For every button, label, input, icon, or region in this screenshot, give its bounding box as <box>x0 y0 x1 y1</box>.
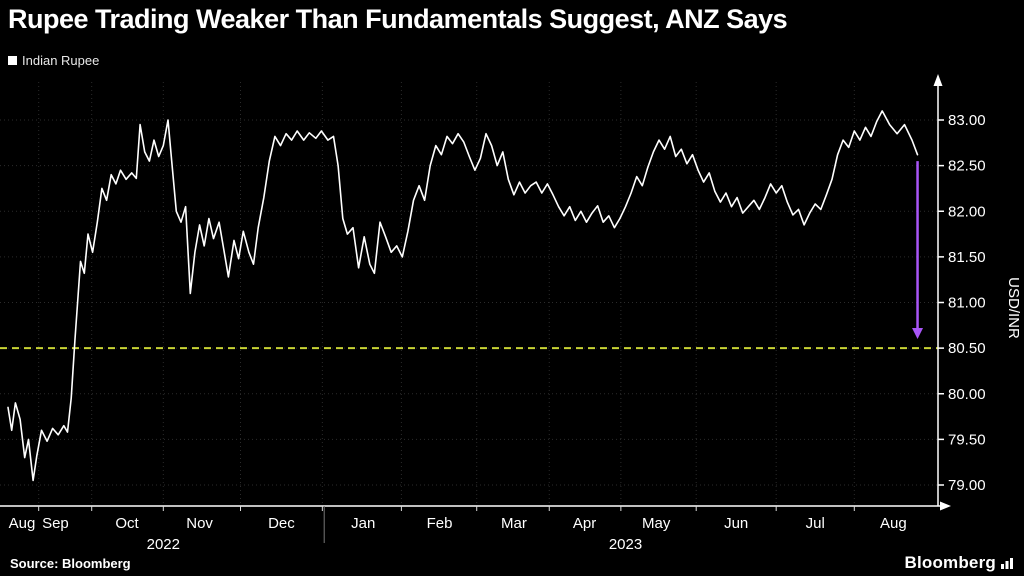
legend-swatch-icon <box>8 56 17 65</box>
y-tick-label: 80.50 <box>948 340 986 357</box>
y-tick-label: 79.00 <box>948 477 986 494</box>
x-tick-label: Mar <box>501 515 527 532</box>
bloomberg-wordmark: Bloomberg <box>904 553 996 572</box>
x-axis-arrow-icon <box>940 501 951 511</box>
bloomberg-chart-icon <box>1001 558 1013 569</box>
y-axis-title: USD/INR <box>1005 277 1022 339</box>
usdinr-line-chart: 83.00 82.50 82.00 81.50 81.00 80.50 80.00 79.50… <box>0 74 1022 553</box>
source-label: Source: Bloomberg <box>10 555 131 571</box>
x-tick-label: Feb <box>427 515 453 532</box>
chart-legend: Indian Rupee <box>8 53 99 68</box>
y-tick-label: 80.00 <box>948 386 986 403</box>
x-tick-label: Sep <box>42 515 69 532</box>
x-tick-label: Jun <box>724 515 748 532</box>
y-axis-arrow-icon <box>933 74 943 86</box>
bloomberg-logo: Bloomberg <box>904 553 1014 573</box>
x-tick-label: Oct <box>115 515 139 532</box>
chart-title: Rupee Trading Weaker Than Fundamentals S… <box>8 4 788 34</box>
y-tick-label: 81.00 <box>948 295 986 312</box>
x-tick-label: Nov <box>186 515 213 532</box>
y-tick-label: 82.00 <box>948 203 986 220</box>
year-label: 2023 <box>609 536 642 553</box>
y-tick-label: 82.50 <box>948 158 986 175</box>
price-line <box>7 110 919 482</box>
x-tick-label: Dec <box>268 515 295 532</box>
x-tick-label: May <box>642 515 671 532</box>
x-tick-label: Apr <box>573 515 596 532</box>
year-label: 2022 <box>147 536 180 553</box>
y-tick-label: 79.50 <box>948 431 986 448</box>
x-tick-label: Aug <box>9 515 36 532</box>
chart-footer: Source: Bloomberg Bloomberg <box>0 550 1024 576</box>
x-tick-label: Aug <box>880 515 907 532</box>
x-tick-label: Jan <box>351 515 375 532</box>
annotation-arrowhead-icon <box>912 328 924 339</box>
y-tick-label: 81.50 <box>948 249 986 266</box>
legend-label: Indian Rupee <box>22 53 100 68</box>
y-tick-label: 83.00 <box>948 112 986 129</box>
x-tick-label: Jul <box>806 515 825 532</box>
